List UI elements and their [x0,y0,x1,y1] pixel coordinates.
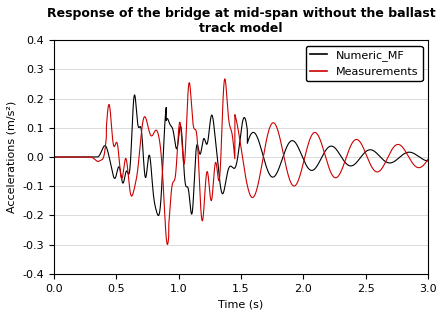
Line: Numeric_MF: Numeric_MF [54,95,428,216]
Measurements [222,77,227,81]
Measurements [192,127,198,131]
Measurements [426,157,431,161]
Numeric_MF [142,173,147,177]
Measurements [142,115,147,118]
Measurements [165,243,170,246]
Measurements [138,136,143,140]
Numeric_MF [140,148,146,152]
Line: Measurements: Measurements [54,79,428,245]
Legend: Numeric_MF, Measurements: Numeric_MF, Measurements [306,46,423,81]
Numeric_MF [132,93,137,97]
Measurements [140,120,146,124]
Numeric_MF [426,159,431,163]
Numeric_MF [138,126,143,130]
Numeric_MF [52,155,57,159]
Y-axis label: Accelerations (m/s²): Accelerations (m/s²) [7,101,17,213]
Measurements [52,155,57,159]
Measurements [219,132,224,136]
Numeric_MF [193,161,198,165]
Measurements [423,161,428,165]
Title: Response of the bridge at mid-span without the ballast
track model: Response of the bridge at mid-span witho… [47,7,436,35]
X-axis label: Time (s): Time (s) [218,299,264,309]
Numeric_MF [423,159,428,162]
Numeric_MF [219,191,225,195]
Numeric_MF [156,214,161,217]
